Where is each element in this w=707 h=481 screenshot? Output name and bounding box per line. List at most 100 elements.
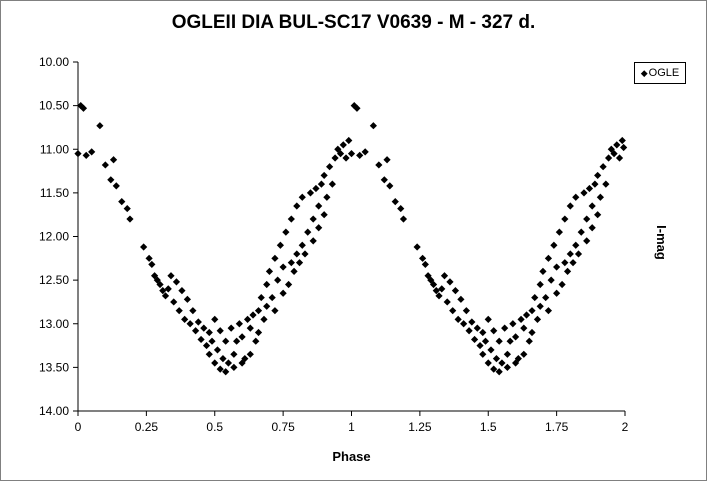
- legend-label: OGLE: [648, 67, 680, 79]
- data-point: [610, 150, 618, 158]
- data-point: [279, 263, 287, 271]
- data-point: [476, 341, 484, 350]
- y-tick-label: 12.00: [39, 230, 69, 244]
- data-point: [271, 254, 279, 262]
- chart-title: OGLEII DIA BUL-SC17 V0639 - M - 327 d.: [171, 12, 536, 33]
- y-tick-label: 11.50: [40, 186, 69, 200]
- data-point: [336, 150, 345, 158]
- data-point: [429, 280, 438, 289]
- data-point: [345, 136, 353, 145]
- data-point: [468, 318, 476, 326]
- data-point: [279, 289, 287, 297]
- data-point: [569, 259, 577, 267]
- data-point: [112, 182, 120, 190]
- data-point: [301, 250, 309, 258]
- data-point: [211, 359, 219, 367]
- data-point: [391, 198, 399, 206]
- data-point: [566, 250, 574, 258]
- data-point: [238, 333, 246, 341]
- data-point: [118, 198, 126, 206]
- data-point: [449, 307, 457, 315]
- data-point: [490, 365, 498, 373]
- y-tick-label: 13.00: [39, 317, 69, 331]
- data-point: [339, 141, 347, 149]
- data-point: [295, 259, 304, 267]
- data-point: [594, 171, 602, 180]
- data-point: [602, 180, 610, 188]
- data-point: [618, 136, 626, 145]
- data-point: [577, 228, 585, 236]
- data-point: [386, 182, 394, 190]
- data-point: [495, 337, 503, 345]
- data-point: [544, 254, 553, 262]
- data-point: [235, 320, 243, 328]
- data-point: [462, 307, 470, 315]
- data-point: [238, 359, 246, 367]
- data-point: [265, 267, 274, 275]
- data-point: [572, 193, 580, 201]
- data-point: [178, 286, 186, 295]
- data-point: [309, 215, 317, 223]
- data-point: [331, 154, 339, 162]
- data-point: [77, 102, 85, 110]
- data-point: [287, 259, 295, 267]
- data-point: [298, 193, 306, 201]
- data-point: [446, 278, 454, 286]
- data-point: [440, 272, 449, 280]
- data-point: [181, 315, 189, 323]
- data-point: [254, 307, 263, 315]
- data-point: [126, 215, 134, 223]
- x-tick-label: 0.5: [206, 420, 223, 434]
- data-point: [558, 280, 566, 289]
- data-point: [399, 215, 408, 223]
- data-point: [230, 350, 238, 358]
- data-point: [487, 346, 495, 354]
- data-point: [164, 285, 172, 293]
- data-point: [282, 228, 290, 236]
- x-tick-label: 1: [348, 420, 355, 434]
- data-point: [205, 328, 213, 337]
- data-point: [257, 293, 265, 302]
- data-point: [435, 292, 443, 300]
- data-point: [361, 148, 369, 156]
- data-point: [230, 363, 238, 371]
- data-point: [432, 286, 440, 295]
- y-tick-label: 12.50: [39, 273, 69, 287]
- data-point: [574, 250, 583, 258]
- data-point: [298, 241, 306, 249]
- data-point: [604, 154, 613, 162]
- data-point: [525, 337, 533, 345]
- data-point: [421, 260, 429, 269]
- data-point: [563, 267, 572, 275]
- data-point: [413, 243, 421, 251]
- data-point: [140, 243, 148, 251]
- data-point: [101, 161, 109, 169]
- data-point: [353, 104, 361, 112]
- data-point: [323, 193, 331, 201]
- data-point: [243, 315, 252, 323]
- data-point: [172, 278, 181, 286]
- data-point: [159, 286, 167, 295]
- data-point: [216, 365, 224, 373]
- data-point: [555, 228, 563, 236]
- data-point: [222, 337, 230, 345]
- data-point: [484, 315, 492, 323]
- data-points: [74, 102, 628, 376]
- data-point: [512, 359, 520, 367]
- data-point: [465, 327, 473, 335]
- data-point: [520, 324, 528, 332]
- data-point: [109, 156, 118, 164]
- data-point: [145, 254, 153, 262]
- data-point: [156, 280, 164, 289]
- data-point: [263, 302, 271, 310]
- data-point: [317, 180, 326, 188]
- data-point: [205, 350, 213, 358]
- data-point: [531, 293, 539, 302]
- data-point: [454, 315, 462, 323]
- data-point: [553, 263, 561, 271]
- data-point: [566, 202, 574, 210]
- data-point: [290, 267, 298, 275]
- x-tick-label: 1.25: [408, 420, 432, 434]
- data-point: [312, 184, 320, 193]
- data-point: [192, 327, 200, 335]
